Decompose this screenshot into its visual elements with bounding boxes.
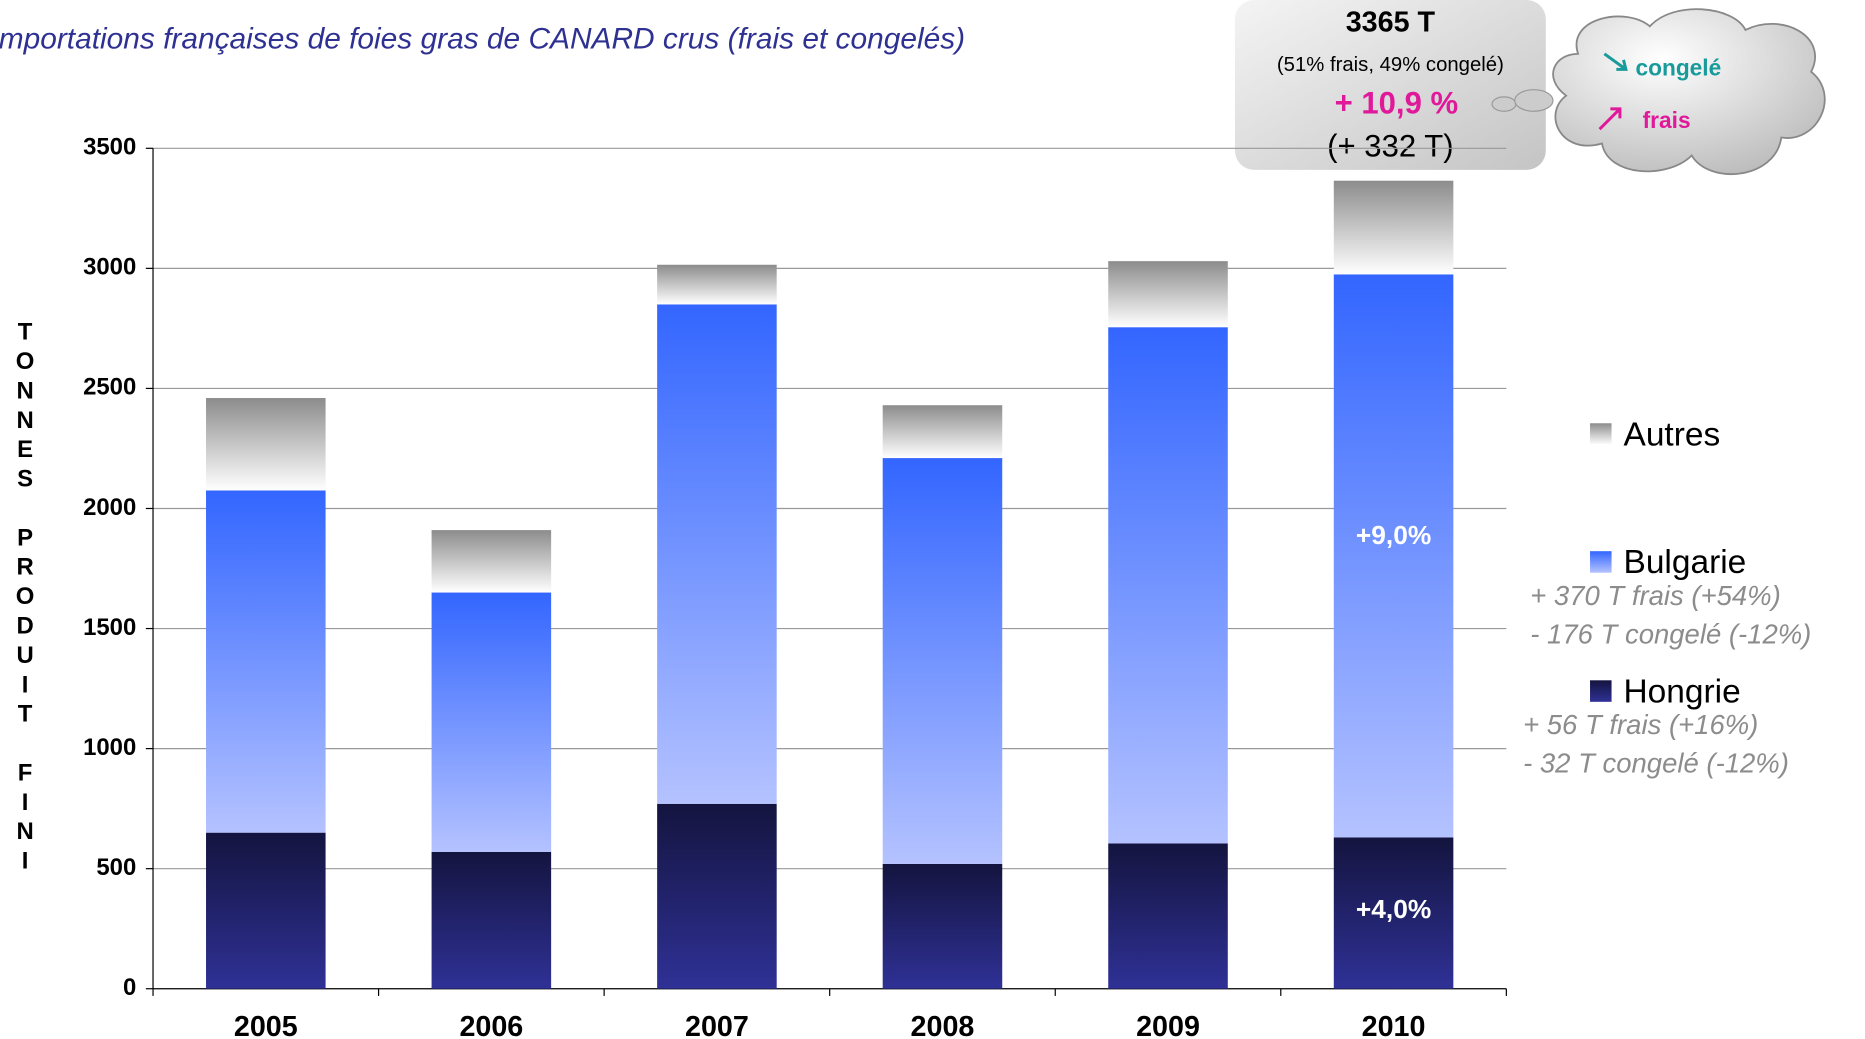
cloud-shape	[1552, 8, 1826, 176]
bar-segment	[431, 851, 552, 989]
bar-label: +9,0%	[1356, 520, 1431, 550]
y-tick-label: 1000	[83, 734, 136, 761]
legend-swatch	[1590, 680, 1612, 702]
bar-label: +4,0%	[1356, 894, 1431, 924]
legend-note: + 56 T frais (+16%)	[1523, 709, 1758, 740]
y-tick-label: 3000	[83, 254, 136, 281]
cloud-label: frais	[1643, 107, 1691, 133]
bar-segment	[1108, 327, 1228, 844]
bar-segment	[1333, 274, 1454, 838]
legend-label: Bulgarie	[1624, 544, 1747, 581]
callout-delta: (+ 332 T)	[1327, 128, 1453, 163]
bar-segment	[657, 803, 777, 989]
arrow-up	[1598, 107, 1622, 131]
cloud: congelé frais	[1491, 8, 1826, 176]
y-tick-label: 0	[123, 974, 136, 1001]
x-tick-label: 2009	[1136, 1011, 1200, 1039]
callout-total: 3365 T	[1346, 7, 1436, 39]
y-tick-label: 1500	[83, 614, 136, 641]
bar-segment	[1108, 843, 1228, 989]
callout-split: (51% frais, 49% congelé)	[1277, 54, 1504, 76]
x-tick-label: 2010	[1362, 1011, 1426, 1039]
y-tick-label: 3500	[83, 134, 136, 161]
y-tick-label: 2000	[83, 494, 136, 521]
bar-segment	[431, 530, 552, 593]
callout: 3365 T (51% frais, 49% congelé) + 10,9 %…	[1234, 0, 1546, 170]
legend-note: + 370 T frais (+54%)	[1530, 580, 1781, 611]
bar-segment	[657, 264, 777, 305]
legend-label: Autres	[1624, 416, 1721, 453]
bar-segment	[206, 490, 326, 833]
x-tick-label: 2005	[234, 1011, 298, 1039]
callout-box	[1234, 0, 1546, 170]
bar-segment	[206, 832, 326, 989]
legend-label: Hongrie	[1624, 673, 1741, 710]
x-tick-label: 2006	[459, 1011, 523, 1039]
cloud-bubble	[1491, 96, 1517, 112]
legend-note: - 32 T congelé (-12%)	[1523, 747, 1789, 778]
cloud-bubble	[1514, 89, 1554, 112]
legend-note: - 176 T congelé (-12%)	[1530, 618, 1811, 649]
bar-segment	[431, 592, 552, 852]
bar-segment	[882, 863, 1003, 989]
bar-segment	[1108, 261, 1228, 328]
callout-change: + 10,9 %	[1335, 85, 1459, 120]
chart-title: Importations françaises de foies gras de…	[0, 23, 965, 56]
bar-segment	[882, 458, 1003, 864]
bar-segment	[1333, 837, 1454, 989]
x-tick-label: 2007	[685, 1011, 749, 1039]
y-tick-label: 500	[96, 854, 136, 881]
y-axis-label: TONNES PRODUIT FINI	[12, 319, 39, 877]
cloud-label: congelé	[1635, 54, 1721, 80]
bar-segment	[1333, 180, 1454, 275]
legend-swatch	[1590, 551, 1612, 573]
bar-segment	[882, 405, 1003, 459]
bar-segment	[206, 398, 326, 491]
y-tick-label: 2500	[83, 374, 136, 401]
bar-segment	[657, 304, 777, 804]
x-tick-label: 2008	[911, 1011, 975, 1039]
arrow-down	[1603, 52, 1628, 71]
legend-swatch	[1590, 423, 1612, 445]
